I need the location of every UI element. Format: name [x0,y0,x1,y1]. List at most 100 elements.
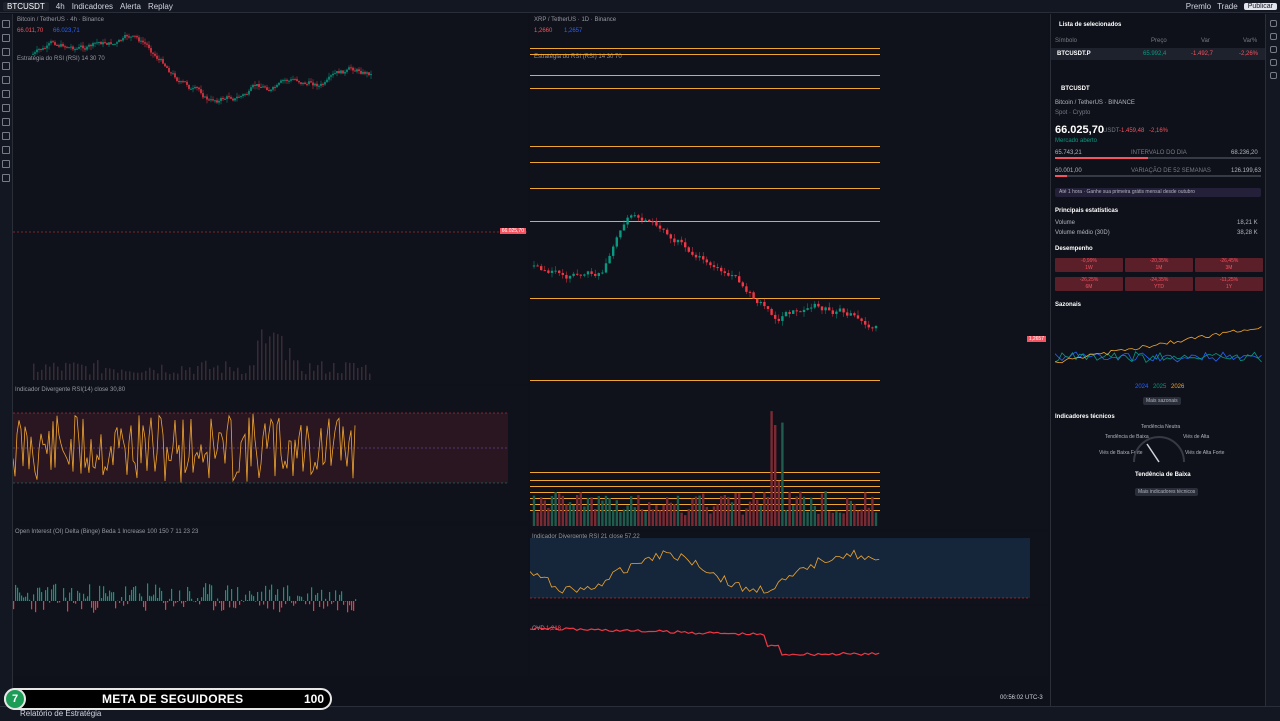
indicators-button[interactable]: Indicadores [72,2,113,11]
xrp-candle [716,267,718,268]
seasonals-chart [1055,312,1265,372]
promo-banner[interactable]: Até 1 hora · Ganhe sua primeira grátis m… [1055,188,1261,197]
xrp-volume-bar [763,492,765,526]
xrp-candle [644,220,646,221]
btc-volume-bar [177,374,179,380]
btc-candle [274,87,276,88]
btc-oi-bar [29,600,30,601]
btc-price-pane[interactable]: Bitcoin / TetherUS · 4h · Binance 66.011… [13,14,528,384]
xrp-volume-bar [612,510,614,526]
text-icon[interactable] [2,76,10,84]
xrp-price-pane[interactable]: XRP / TetherUS · 1D · Binance 1,2660 1,2… [530,14,1048,529]
xrp-volume-bar [608,498,610,526]
seasonals-more-button[interactable]: Mais sazonais [1143,397,1181,405]
xrp-volume-bar [558,493,560,526]
eye-icon[interactable] [2,160,10,168]
interval-button[interactable]: 4h [56,2,65,11]
xrp-candle [616,237,618,246]
xrp-volume-bar [785,510,787,526]
watchlist-icon[interactable] [1270,20,1277,27]
xrp-cvd-pane[interactable]: CVD -1,218 [530,606,1048,676]
btc-candle [88,45,90,47]
col-symbol[interactable]: Símbolo [1055,38,1077,44]
xrp-candle [763,302,765,306]
col-pct[interactable]: Var% [1243,38,1257,44]
btc-volume-bar [97,360,99,380]
xrp-candle [846,312,848,315]
btc-candle [330,75,332,76]
alerts-icon[interactable] [1270,33,1277,40]
xrp-candle [565,275,567,279]
btc-oi-bar [293,601,294,606]
replay-button[interactable]: Replay [148,2,173,11]
xrp-candle [698,256,700,257]
news-icon[interactable] [1270,46,1277,53]
xrp-volume-bar [731,502,733,526]
btc-oi-bar [113,592,114,601]
btc-volume-bar [45,364,47,380]
lock-icon[interactable] [2,146,10,154]
xrp-candle [544,270,546,271]
trade-button[interactable]: Trade [1217,2,1238,11]
day-range-bar [1055,157,1261,159]
brush-icon[interactable] [2,62,10,70]
account-menu[interactable]: Premlo [1186,2,1211,11]
col-price[interactable]: Preço [1151,38,1167,44]
trend-line-icon[interactable] [2,34,10,42]
goal-badge: 7 [4,688,26,710]
btc-volume-bar [205,361,207,380]
day-high: 68.236,20 [1231,150,1258,156]
pattern-icon[interactable] [2,90,10,98]
xrp-volume-bar [760,505,762,526]
footer-text[interactable]: Relatório de Estratégia [20,709,101,718]
watchlist-row[interactable]: BTCUSDT.P 65.992,4 -1.492,7 -2,26% [1051,48,1267,60]
watchlist-title[interactable]: Lista de selecionados [1059,22,1121,28]
detail-price: 66.025,70 [1055,124,1104,136]
btc-candle [370,74,372,75]
drawing-toolbar [0,14,13,706]
publish-button[interactable]: Publicar [1244,3,1277,10]
btc-volume-bar [317,365,319,380]
btc-oi-bar [127,601,128,604]
xrp-volume-bar [695,497,697,526]
chat-icon[interactable] [1270,59,1277,66]
crosshair-icon[interactable] [2,20,10,28]
xrp-candle [734,275,736,276]
xrp-rsi-pane[interactable]: Indicador Divergente RSI 21 close 57,22 [530,532,1048,604]
btc-candle [212,99,214,100]
btc-candle [282,80,284,81]
alert-button[interactable]: Alerta [120,2,141,11]
measure-icon[interactable] [2,104,10,112]
btc-volume-bar [153,370,155,380]
btc-candle [280,81,282,83]
btc-volume-bar [169,374,171,380]
xrp-volume-bar [835,511,837,526]
btc-oi-pane[interactable]: Open Interest (OI) Delta (Binge) Beda 1 … [13,526,528,676]
btc-rsi-pane[interactable]: Indicador Divergente RSI(14) close 30,80 [13,386,528,521]
xrp-candle [569,276,571,279]
col-change[interactable]: Var [1201,38,1210,44]
zoom-icon[interactable] [2,118,10,126]
btc-oi-bar [149,596,150,601]
tech-more-button[interactable]: Mais indicadores técnicos [1135,488,1198,496]
fib-icon[interactable] [2,48,10,56]
btc-oi-bar [325,599,326,601]
btc-oi-bar [345,601,346,602]
btc-oi-bar [225,590,226,601]
xrp-volume-bar [684,515,686,526]
btc-oi-bar [17,588,18,601]
magnet-icon[interactable] [2,132,10,140]
btc-oi-bar [77,591,78,601]
symbol-search-button[interactable]: BTCUSDT [3,2,49,11]
xrp-rsi-band [530,538,1030,598]
btc-oi-bar [105,593,106,601]
btc-candle [352,68,354,71]
btc-candle [92,43,94,46]
calendar-icon[interactable] [1270,72,1277,79]
trash-icon[interactable] [2,174,10,182]
btc-oi-bar [185,601,186,602]
xrp-candle [749,292,751,293]
btc-candle [124,35,126,38]
btc-oi-bar [115,601,116,608]
btc-candle [78,47,80,49]
